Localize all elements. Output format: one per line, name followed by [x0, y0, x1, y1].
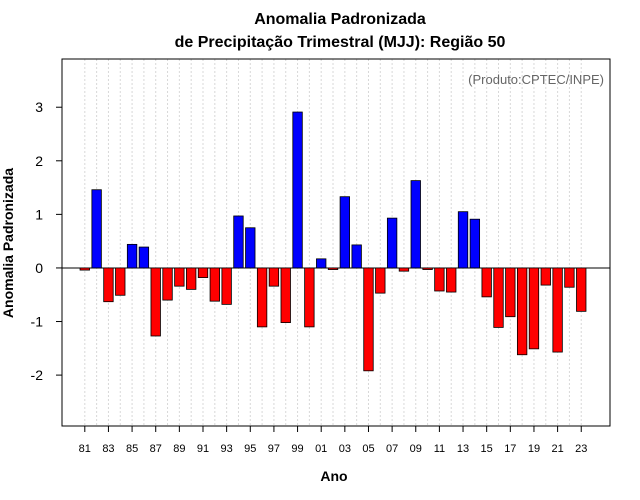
bar-98: [280, 267, 291, 323]
bar-94: [233, 215, 244, 269]
bar-90: [186, 267, 197, 290]
bar-08: [398, 267, 410, 272]
bar-14: [469, 218, 481, 269]
bar-11: [434, 267, 445, 292]
y-axis: -2 -1 0 1 2 3: [31, 99, 62, 383]
chart-title: Anomalia Padronizada: [254, 11, 426, 28]
bar-06: [375, 267, 386, 294]
bar-93: [221, 267, 232, 305]
x-tick-label: 89: [173, 443, 185, 455]
x-tick-label: 21: [551, 443, 563, 455]
bars-layer: [79, 111, 587, 372]
y-tick-label: 3: [35, 99, 43, 115]
bar-96: [256, 267, 268, 328]
bar-10: [422, 267, 433, 270]
bar-07: [386, 217, 398, 269]
bar-00: [304, 267, 315, 328]
x-tick-label: 17: [504, 443, 516, 455]
y-tick-label: 2: [35, 153, 43, 169]
x-tick-label: 99: [291, 443, 303, 455]
y-tick-label: 1: [35, 206, 43, 222]
x-tick-label: 05: [362, 443, 374, 455]
bar-97: [268, 267, 280, 287]
bar-83: [103, 267, 114, 303]
bar-19: [528, 267, 540, 350]
bar-13: [457, 211, 469, 269]
bar-20: [540, 267, 551, 286]
plot-frame: [61, 58, 611, 427]
bar-21: [552, 267, 563, 353]
x-tick-label: 19: [528, 443, 540, 455]
bar-86: [138, 246, 150, 269]
bar-15: [481, 267, 492, 298]
y-axis-title: Anomalia Padronizada: [0, 168, 16, 318]
bar-05: [363, 267, 374, 372]
grid-layer: [84, 59, 582, 426]
x-tick-label: 95: [244, 443, 256, 455]
bar-09: [410, 180, 421, 269]
bar-82: [91, 189, 102, 269]
bar-12: [446, 267, 457, 293]
bar-88: [162, 267, 173, 301]
x-tick-label: 81: [79, 443, 91, 455]
y-tick-label: -1: [31, 314, 44, 330]
x-tick-label: 23: [575, 443, 587, 455]
bar-04: [351, 244, 362, 269]
bar-87: [150, 267, 161, 337]
bar-91: [197, 267, 209, 278]
x-tick-label: 85: [126, 443, 138, 455]
bar-17: [505, 267, 516, 318]
bar-16: [493, 267, 504, 328]
x-tick-label: 97: [268, 443, 280, 455]
x-tick-label: 09: [410, 443, 422, 455]
bar-92: [209, 267, 220, 302]
bar-01: [316, 258, 327, 269]
bar-03: [339, 196, 350, 269]
bar-18: [516, 267, 528, 356]
x-tick-label: 87: [150, 443, 162, 455]
x-tick-label: 15: [481, 443, 493, 455]
bar-84: [115, 267, 126, 296]
bar-89: [174, 267, 185, 287]
bar-23: [576, 267, 587, 312]
x-tick-label: 07: [386, 443, 398, 455]
x-axis-title: Ano: [320, 468, 347, 484]
bar-85: [126, 243, 138, 269]
bar-95: [245, 227, 256, 269]
x-tick-label: 13: [457, 443, 469, 455]
x-tick-label: 83: [102, 443, 114, 455]
x-axis: 81 83 85 87 89 91 93 95 97 99 01 03 05 07 09 11 13 15 17 19…: [79, 426, 587, 455]
bar-99: [292, 111, 303, 269]
bar-02: [327, 267, 339, 270]
x-tick-label: 11: [434, 443, 445, 455]
x-tick-label: 93: [221, 443, 233, 455]
bar-22: [564, 267, 575, 288]
y-tick-label: -2: [31, 367, 44, 383]
x-tick-label: 03: [339, 443, 351, 455]
chart-subtitle: de Precipitação Trimestral (MJJ): Região…: [175, 34, 506, 51]
source-note: (Produto:CPTEC/INPE): [468, 72, 604, 87]
x-tick-label: 01: [315, 443, 327, 455]
y-tick-label: 0: [35, 260, 43, 276]
bar-81: [79, 267, 90, 271]
x-tick-label: 91: [197, 443, 209, 455]
